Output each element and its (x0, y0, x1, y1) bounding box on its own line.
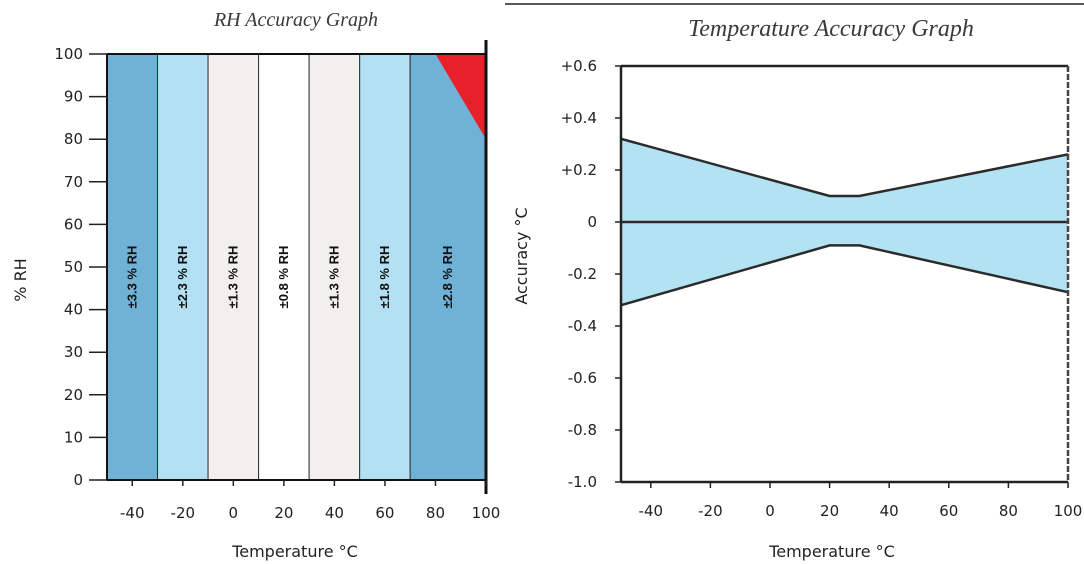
rh-band-label: ±3.3 % RH (124, 246, 139, 309)
rh-y-tick-label: 60 (64, 215, 83, 233)
temp-y-tick-label: -0.8 (568, 421, 597, 439)
rh-x-tick-label: 40 (325, 504, 344, 522)
temp-x-tick-label: 60 (939, 502, 958, 520)
temp-x-tick-label: -40 (639, 502, 664, 520)
rh-band-label: ±1.3 % RH (225, 246, 240, 309)
rh-chart-ylabel: % RH (11, 258, 30, 301)
rh-band-4 (308, 53, 361, 481)
rh-y-tick-label: 10 (64, 428, 83, 446)
rh-band-0 (106, 53, 159, 481)
temp-y-tick-label: -1.0 (568, 473, 597, 491)
rh-y-tick-label: 20 (64, 386, 83, 404)
rh-band-label: ±2.3 % RH (175, 246, 190, 309)
temp-x-tick-label: -20 (698, 502, 723, 520)
rh-out-of-spec-region (435, 54, 486, 140)
temp-upper-limit-line (620, 137, 1069, 198)
temp-x-tick-label: 40 (880, 502, 899, 520)
rh-y-tick-label: 40 (64, 301, 83, 319)
rh-band-label: ±2.8 % RH (440, 246, 455, 309)
temp-x-tick-label: 0 (765, 502, 775, 520)
rh-band-5 (359, 53, 411, 481)
rh-y-tick-label: 100 (54, 45, 83, 63)
rh-x-tick-label: -40 (120, 504, 145, 522)
rh-band-label: ±1.8 % RH (377, 246, 392, 309)
temp-lower-limit-line (620, 244, 1069, 307)
rh-y-tick-label: 70 (64, 173, 83, 191)
temp-chart-xlabel: Temperature °C (768, 542, 895, 561)
temp-x-tick-label: 80 (999, 502, 1018, 520)
temp-y-tick-label: +0.2 (561, 161, 597, 179)
rh-accuracy-chart: RH Accuracy Graph Temperature °C % RH ±3… (11, 9, 500, 561)
temp-chart-title: Temperature Accuracy Graph (688, 16, 974, 42)
rh-y-tick-label: 90 (64, 88, 83, 106)
temp-y-tick-label: +0.4 (561, 109, 597, 127)
rh-x-tick-label: 100 (472, 504, 501, 522)
temp-chart-ylabel: Accuracy °C (512, 207, 531, 304)
temp-y-tick-label: 0 (587, 213, 597, 231)
rh-x-tick-label: 0 (229, 504, 239, 522)
rh-y-tick-label: 50 (64, 258, 83, 276)
temp-x-tick-label: 20 (820, 502, 839, 520)
rh-x-tick-label: -20 (171, 504, 196, 522)
temp-y-tick-label: -0.4 (568, 317, 597, 335)
rh-chart-xlabel: Temperature °C (231, 542, 358, 561)
temp-y-tick-label: +0.6 (561, 57, 597, 75)
rh-chart-title: RH Accuracy Graph (213, 9, 378, 31)
rh-y-tick-label: 30 (64, 343, 83, 361)
temp-y-tick-label: -0.6 (568, 369, 597, 387)
temperature-accuracy-chart: Temperature Accuracy Graph Temperature °… (512, 16, 1082, 561)
rh-x-tick-label: 80 (426, 504, 445, 522)
temp-y-tick-label: -0.2 (568, 265, 597, 283)
rh-y-tick-label: 0 (73, 471, 83, 489)
rh-band-label: ±1.3 % RH (326, 246, 341, 309)
rh-band-label: ±0.8 % RH (276, 246, 291, 309)
rh-x-tick-label: 60 (375, 504, 394, 522)
rh-band-3 (258, 53, 310, 481)
temp-x-tick-label: 100 (1054, 502, 1083, 520)
rh-x-tick-label: 20 (274, 504, 293, 522)
rh-y-tick-label: 80 (64, 130, 83, 148)
rh-band-1 (157, 53, 209, 481)
